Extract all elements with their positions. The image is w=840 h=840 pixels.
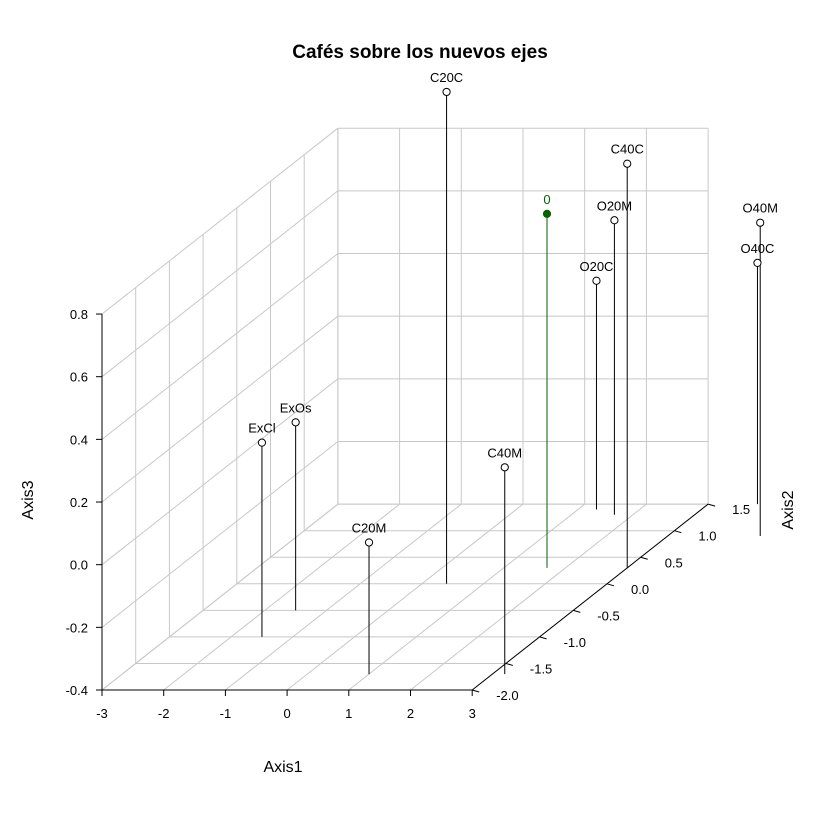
data-point [592, 276, 601, 285]
y-tick-mark [707, 503, 716, 507]
gridline-floor-x [163, 503, 400, 691]
x-tick-label: 0 [283, 706, 290, 721]
gridline-left-z [101, 441, 339, 628]
z-tick-label: 0.2 [70, 495, 88, 510]
x-tick-label: -1 [220, 706, 232, 721]
gridline-floor-x [225, 503, 462, 691]
point-label: O20M [597, 198, 632, 213]
gridline-left-z [101, 253, 339, 440]
point-label: C40M [487, 445, 522, 460]
gridline-left-z [101, 378, 339, 566]
y-tick-mark [505, 662, 514, 666]
data-point [756, 218, 765, 227]
chart-title: Cafés sobre los nuevos ejes [292, 42, 548, 63]
points-layer: C20C O20M O20C C40C O40M O40C C40M C20M ExOs ExCl… [248, 70, 778, 675]
point-label: C20M [352, 520, 387, 535]
data-point [610, 216, 619, 225]
point-label: C40C [611, 142, 644, 157]
y-tick-label: 1.0 [698, 529, 716, 544]
x-axis-label: Axis1 [263, 759, 302, 776]
y-axis-label: Axis2 [780, 490, 797, 529]
point-label: 0 [543, 192, 550, 207]
gridline-left-z [101, 315, 339, 503]
data-point [542, 209, 552, 218]
gridline-floor-x [101, 503, 339, 691]
data-point [500, 463, 509, 472]
ticks-layer: -3 -2 -1 0 1 2 3 -2.0 -1.5 -1.0 -0.5 0.0 0.5 1.0 1.5 -0… [66, 307, 751, 721]
y-tick-mark [606, 583, 615, 587]
y-tick-mark [573, 609, 581, 613]
z-tick-label: 0.8 [70, 307, 88, 322]
x-tick-label: -3 [96, 706, 108, 721]
data-point [623, 159, 632, 168]
z-tick-label: -0.2 [66, 620, 88, 635]
gridline-floor-x [348, 503, 586, 691]
y-axis-line [471, 503, 709, 691]
z-tick-label: -0.4 [66, 683, 88, 698]
gridline-floor-x [286, 503, 524, 691]
grid-layer [101, 127, 709, 691]
z-tick-label: 0.6 [70, 370, 88, 385]
data-point [753, 258, 762, 268]
point-label: O40C [740, 241, 774, 256]
y-tick-mark [640, 556, 648, 560]
x-tick-label: 3 [469, 706, 476, 721]
data-point [442, 87, 451, 97]
y-tick-mark [674, 530, 682, 534]
y-tick-label: 0.0 [631, 582, 649, 597]
y-tick-mark [472, 689, 480, 693]
y-tick-label: 1.5 [732, 502, 750, 517]
x-tick-label: 2 [407, 706, 414, 721]
data-point [291, 418, 300, 427]
y-tick-label: -2.0 [496, 688, 518, 703]
data-point [364, 538, 374, 547]
point-label: O40M [743, 201, 778, 216]
z-axis-label: Axis3 [20, 480, 37, 519]
point-label: O20C [579, 259, 613, 274]
point-label: ExOs [280, 400, 312, 415]
point-label: ExCl [248, 421, 276, 436]
y-tick-label: 0.5 [665, 555, 683, 570]
y-tick-label: -1.5 [530, 661, 552, 676]
z-tick-label: 0.4 [70, 432, 88, 447]
z-tick-label: 0.0 [70, 558, 88, 573]
gridline-left-z [101, 127, 339, 315]
x-tick-label: 1 [345, 706, 352, 721]
y-tick-label: -1.0 [564, 635, 586, 650]
x-tick-label: -2 [158, 706, 170, 721]
y-tick-mark [539, 636, 547, 640]
data-point [257, 438, 267, 447]
point-label: C20C [430, 70, 463, 85]
gridline-left-z [101, 190, 339, 378]
axes-layer [101, 314, 709, 691]
gridline-floor-x [410, 503, 647, 691]
y-tick-label: -0.5 [597, 608, 619, 623]
